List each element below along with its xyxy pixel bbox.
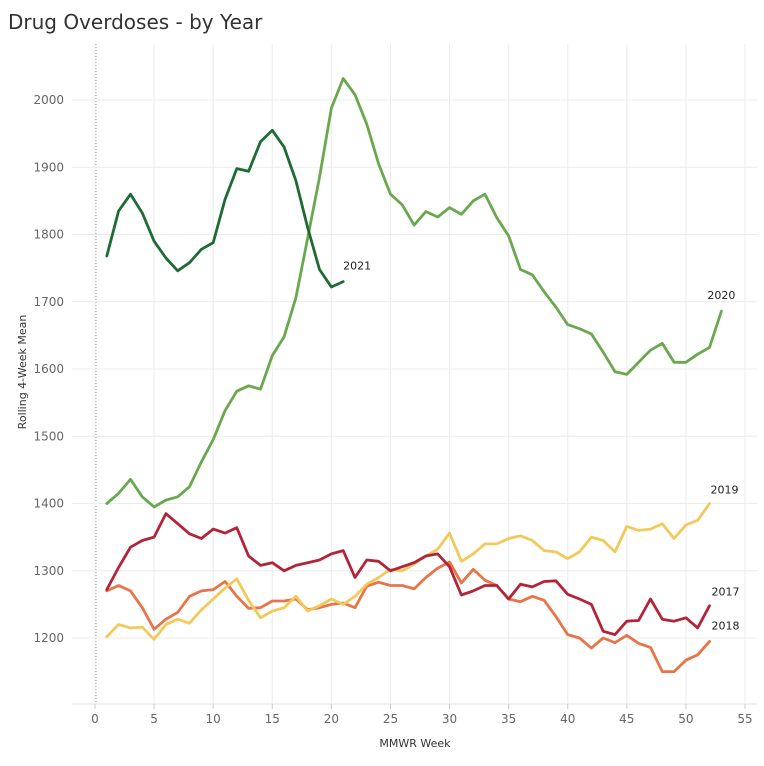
x-axis-title: MMWR Week <box>379 737 451 750</box>
series-line-2020[interactable] <box>105 77 723 509</box>
y-tick-label: 1700 <box>33 295 64 309</box>
x-axis-ticks: 0 5 10 15 20 25 30 35 40 45 50 55 <box>91 704 753 726</box>
y-tick-label: 1400 <box>33 497 64 511</box>
series-line-2017[interactable] <box>105 512 711 636</box>
x-tick-label: 20 <box>324 712 339 726</box>
y-tick-label: 2000 <box>33 93 64 107</box>
y-tick-label: 1600 <box>33 362 64 376</box>
x-tick-label: 50 <box>678 712 693 726</box>
series-labels: 2018 2019 2017 2020 2021 <box>343 260 739 633</box>
series-label-2021: 2021 <box>343 260 371 273</box>
x-tick-label: 45 <box>619 712 634 726</box>
x-tick-label: 35 <box>501 712 516 726</box>
x-tick-label: 55 <box>737 712 752 726</box>
x-tick-label: 10 <box>206 712 221 726</box>
x-tick-label: 0 <box>91 712 99 726</box>
x-tick-label: 15 <box>265 712 280 726</box>
y-tick-label: 1900 <box>33 160 64 174</box>
series-line-2018[interactable] <box>105 560 711 673</box>
series-line-2019[interactable] <box>105 502 711 641</box>
series-label-2020: 2020 <box>707 289 735 302</box>
series-lines <box>105 77 723 673</box>
y-tick-label: 1500 <box>33 429 64 443</box>
series-line-2021[interactable] <box>105 128 345 289</box>
x-tick-label: 40 <box>560 712 575 726</box>
y-tick-label: 1800 <box>33 228 64 242</box>
y-tick-label: 1200 <box>33 631 64 645</box>
x-tick-label: 30 <box>442 712 457 726</box>
x-tick-label: 5 <box>150 712 158 726</box>
chart-title: Drug Overdoses - by Year <box>8 10 263 34</box>
series-label-2018: 2018 <box>712 619 740 632</box>
series-label-2019: 2019 <box>711 484 739 497</box>
y-axis-title: Rolling 4-Week Mean <box>16 315 29 430</box>
y-axis-ticks: 1200 1300 1400 1500 1600 1700 1800 1900 2000 <box>33 93 64 645</box>
series-label-2017: 2017 <box>712 586 740 599</box>
x-tick-label: 25 <box>383 712 398 726</box>
y-tick-label: 1300 <box>33 564 64 578</box>
